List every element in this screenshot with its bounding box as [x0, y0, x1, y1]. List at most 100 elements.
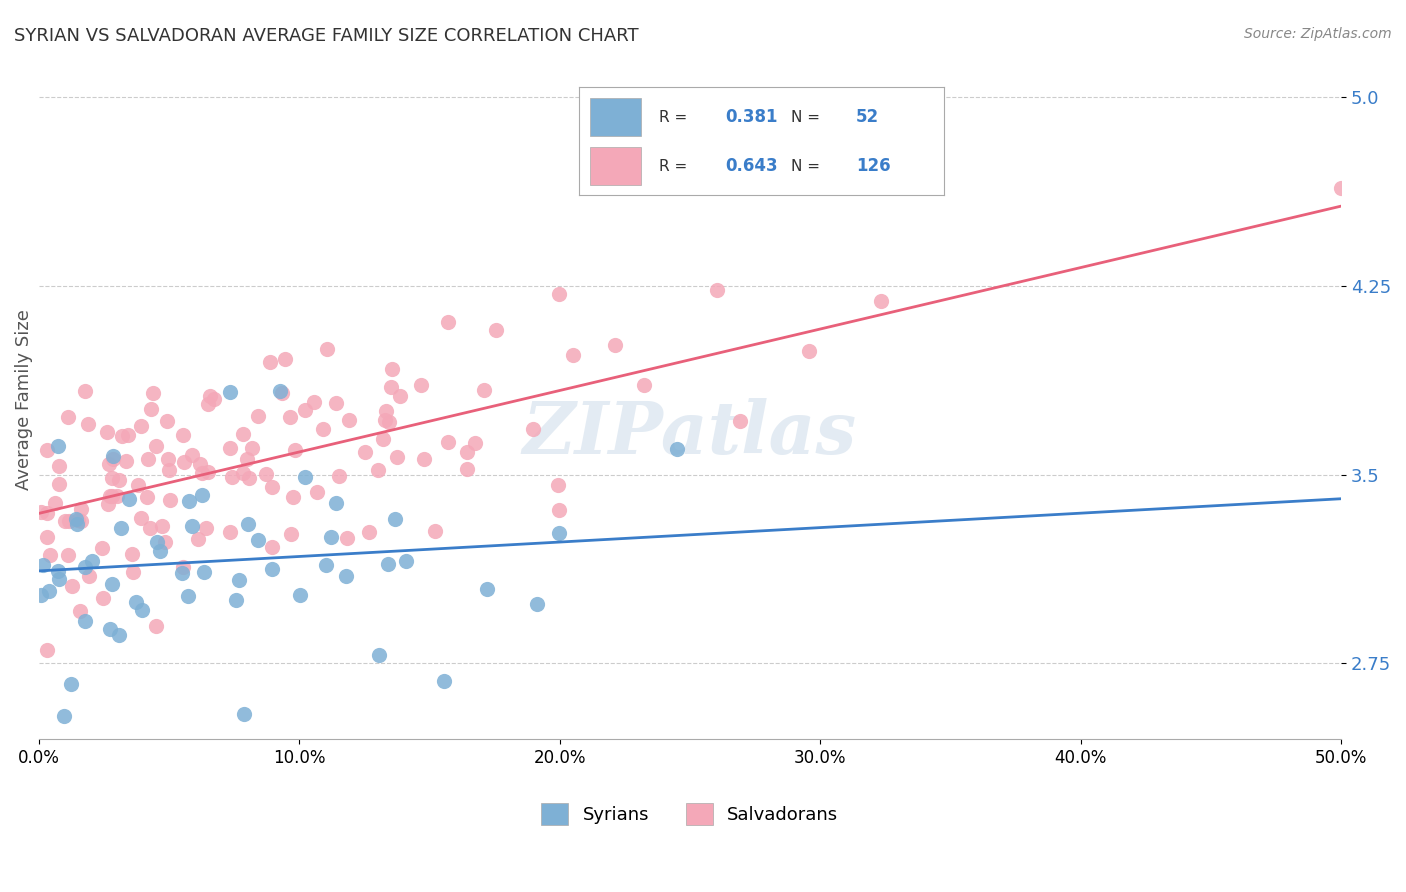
Point	[48, 458, 70, 473]
Point	[37, 443, 59, 458]
Point	[294, 470, 316, 484]
Point	[139, 401, 162, 416]
Point	[312, 422, 335, 436]
Point	[235, 452, 257, 467]
Point	[150, 518, 173, 533]
Point	[232, 426, 254, 441]
Point	[60, 579, 83, 593]
Point	[288, 588, 311, 602]
Point	[177, 589, 200, 603]
Point	[335, 531, 357, 545]
Point	[375, 403, 398, 417]
Point	[385, 450, 408, 464]
Point	[262, 540, 284, 554]
Point	[232, 467, 254, 481]
Point	[100, 576, 122, 591]
Point	[127, 477, 149, 491]
Point	[728, 413, 751, 427]
Point	[472, 384, 495, 398]
Point	[799, 344, 821, 359]
Point	[328, 468, 350, 483]
Point	[198, 389, 221, 403]
Point	[39, 548, 62, 562]
Point	[321, 530, 343, 544]
Point	[156, 414, 179, 428]
Point	[125, 595, 148, 609]
Point	[464, 435, 486, 450]
Point	[91, 591, 114, 605]
Point	[172, 428, 194, 442]
Point	[316, 342, 339, 356]
Point	[271, 385, 294, 400]
Point	[73, 614, 96, 628]
Point	[315, 558, 337, 572]
Point	[1330, 181, 1353, 195]
Point	[35, 506, 58, 520]
Point	[377, 557, 399, 571]
Point	[139, 521, 162, 535]
Point	[437, 315, 460, 329]
Point	[53, 514, 76, 528]
Point	[73, 560, 96, 574]
Point	[97, 457, 120, 471]
Point	[374, 412, 396, 426]
Point	[548, 503, 571, 517]
Point	[254, 467, 277, 481]
Point	[149, 544, 172, 558]
Point	[101, 489, 124, 503]
Point	[70, 514, 93, 528]
Point	[108, 474, 131, 488]
Point	[283, 491, 305, 505]
Point	[73, 384, 96, 399]
Point	[706, 283, 728, 297]
Point	[259, 355, 281, 369]
Point	[157, 463, 180, 477]
Point	[335, 569, 357, 583]
Point	[236, 516, 259, 531]
Point	[377, 415, 399, 429]
Point	[48, 572, 70, 586]
Point	[294, 403, 316, 417]
Point	[367, 463, 389, 477]
Point	[38, 584, 60, 599]
Point	[477, 582, 499, 596]
Point	[562, 348, 585, 362]
Point	[228, 573, 250, 587]
Point	[145, 619, 167, 633]
Point	[110, 521, 132, 535]
Point	[70, 501, 93, 516]
Point	[197, 397, 219, 411]
Point	[172, 560, 194, 574]
Point	[30, 505, 52, 519]
Point	[118, 492, 141, 507]
Point	[181, 519, 204, 533]
Point	[52, 708, 75, 723]
Point	[425, 524, 447, 538]
Point	[173, 455, 195, 469]
Point	[58, 514, 80, 528]
Point	[177, 493, 200, 508]
Point	[136, 452, 159, 467]
Point	[225, 593, 247, 607]
Point	[59, 677, 82, 691]
Point	[129, 418, 152, 433]
Point	[56, 410, 79, 425]
Point	[325, 496, 347, 510]
Point	[46, 564, 69, 578]
Point	[101, 450, 124, 464]
Point	[337, 413, 360, 427]
Point	[67, 513, 90, 527]
Point	[101, 471, 124, 485]
Point	[114, 454, 136, 468]
Point	[409, 377, 432, 392]
Point	[325, 396, 347, 410]
Point	[188, 457, 211, 471]
Point	[190, 488, 212, 502]
Point	[117, 427, 139, 442]
Point	[136, 491, 159, 505]
Point	[80, 554, 103, 568]
Point	[195, 521, 218, 535]
Point	[122, 565, 145, 579]
Text: SYRIAN VS SALVADORAN AVERAGE FAMILY SIZE CORRELATION CHART: SYRIAN VS SALVADORAN AVERAGE FAMILY SIZE…	[14, 27, 638, 45]
Point	[91, 541, 114, 555]
